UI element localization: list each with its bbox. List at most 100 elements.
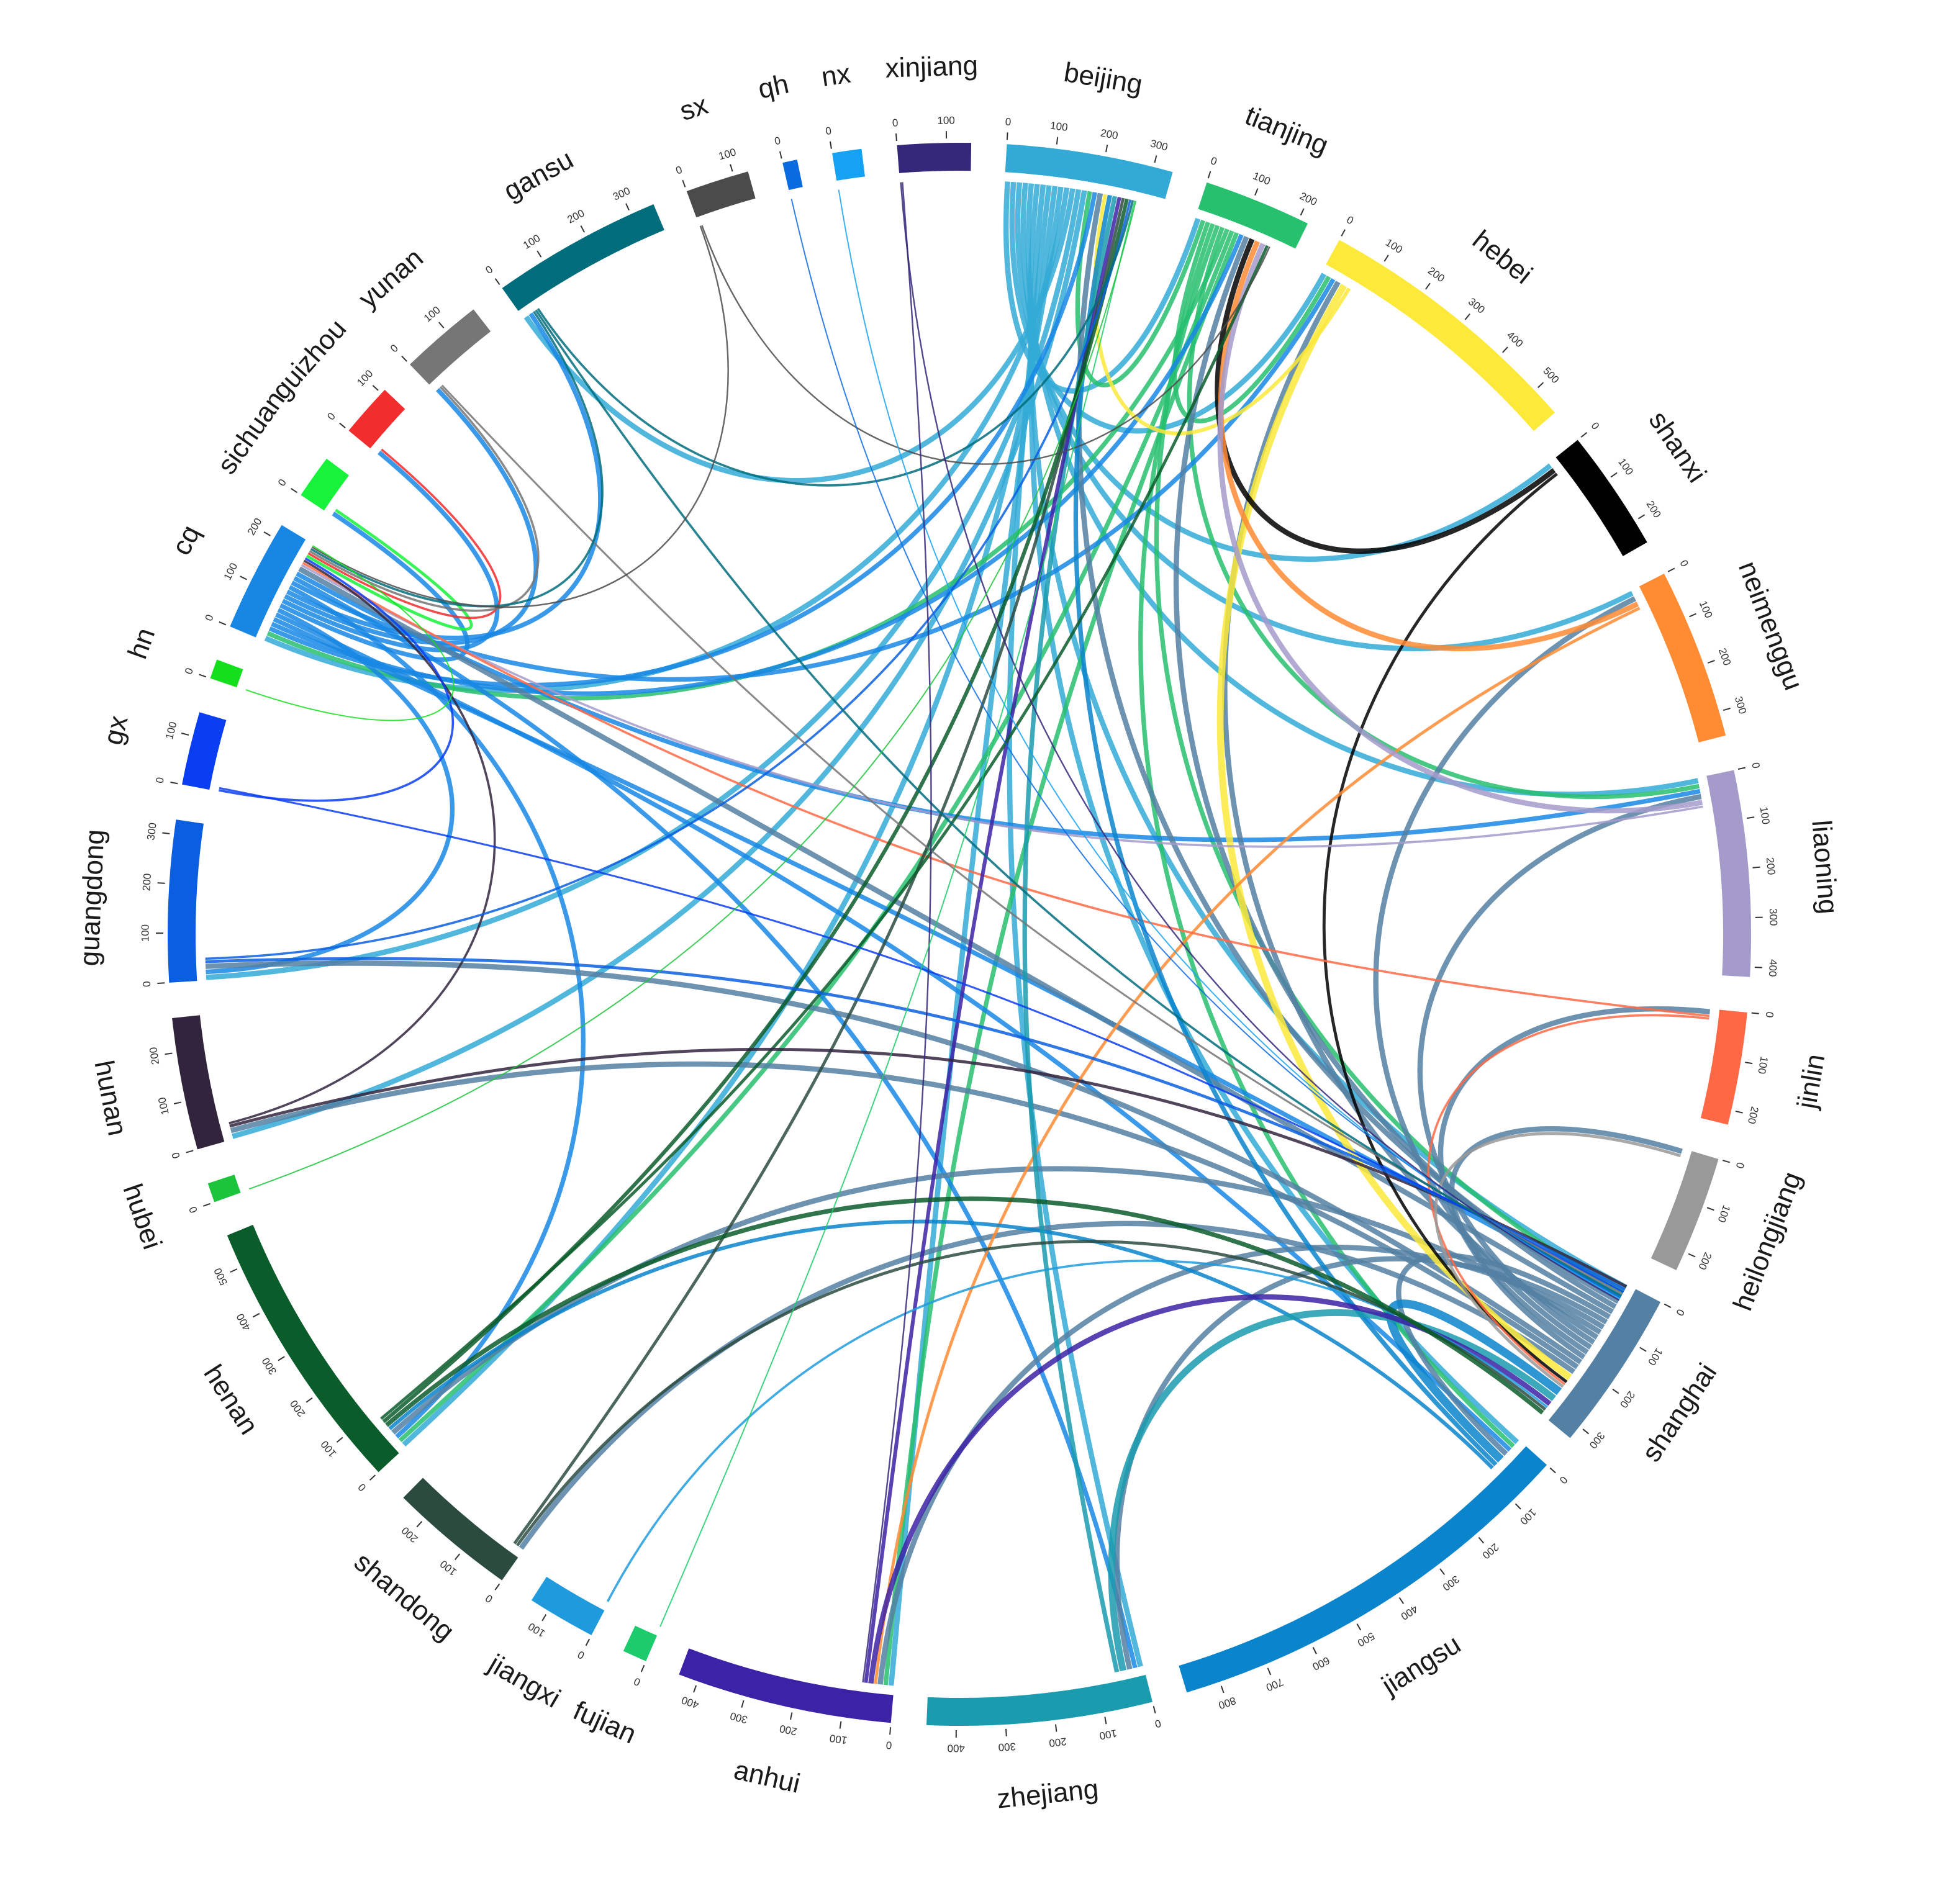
tick-label: 200 bbox=[1716, 646, 1734, 667]
arc-shandong bbox=[403, 1478, 518, 1580]
tick-label: 0 bbox=[1209, 155, 1218, 168]
node-label-hn: hn bbox=[122, 624, 161, 663]
tick-label: 400 bbox=[947, 1742, 964, 1754]
tick-label: 0 bbox=[632, 1675, 642, 1688]
tick-label: 200 bbox=[1696, 1251, 1714, 1272]
tick-mark bbox=[496, 279, 500, 285]
tick-label: 100 bbox=[1716, 1204, 1733, 1224]
tick-label: 300 bbox=[260, 1355, 279, 1376]
arc-jiangxi bbox=[532, 1577, 604, 1635]
tick-label: 0 bbox=[1734, 1161, 1747, 1170]
arc-gx bbox=[182, 712, 226, 790]
tick-label: 100 bbox=[156, 1096, 171, 1116]
label-layer: beijingtianjinghebeishanxineimengguliaon… bbox=[74, 50, 1844, 1815]
tick-label: 100 bbox=[422, 304, 443, 325]
tick-label: 100 bbox=[1755, 1055, 1770, 1075]
tick-label: 0 bbox=[892, 117, 899, 129]
tick-mark bbox=[162, 832, 170, 834]
tick-mark bbox=[186, 1150, 194, 1152]
tick-mark bbox=[439, 322, 444, 328]
tick-label: 100 bbox=[1098, 1727, 1118, 1742]
tick-mark bbox=[1221, 1686, 1224, 1693]
tick-label: 400 bbox=[1399, 1603, 1420, 1623]
tick-label: 0 bbox=[141, 981, 153, 988]
tick-mark bbox=[626, 204, 629, 210]
tick-mark bbox=[240, 576, 247, 579]
tick-mark bbox=[181, 733, 189, 735]
node-label-cq: cq bbox=[166, 520, 206, 560]
tick-mark bbox=[278, 1356, 284, 1360]
tick-label: 800 bbox=[1217, 1694, 1238, 1711]
tick-label: 100 bbox=[521, 232, 542, 251]
tick-mark bbox=[1007, 132, 1008, 140]
tick-label: 300 bbox=[1767, 908, 1780, 926]
tick-mark bbox=[170, 782, 178, 783]
tick-mark bbox=[1664, 1304, 1671, 1308]
node-label-heilongjiang: heilongjiang bbox=[1727, 1168, 1808, 1315]
tick-mark bbox=[1105, 1717, 1106, 1724]
node-label-jiangsu: jiangsu bbox=[1375, 1629, 1466, 1702]
arc-gansu bbox=[502, 204, 664, 311]
tick-label: 200 bbox=[1048, 1735, 1067, 1749]
tick-mark bbox=[1440, 1569, 1444, 1575]
tick-mark bbox=[1478, 1538, 1483, 1543]
tick-label: 0 bbox=[187, 1205, 200, 1214]
tick-label: 0 bbox=[483, 263, 495, 276]
tick-mark bbox=[1752, 1013, 1759, 1014]
tick-mark bbox=[1538, 382, 1544, 387]
tick-mark bbox=[1738, 768, 1746, 769]
tick-mark bbox=[1550, 1468, 1555, 1473]
tick-mark bbox=[1688, 1254, 1695, 1257]
tick-mark bbox=[1668, 568, 1675, 571]
tick-mark bbox=[219, 622, 226, 625]
tick-mark bbox=[896, 133, 897, 141]
arc-jiangsu bbox=[1179, 1446, 1547, 1693]
tick-mark bbox=[417, 1522, 422, 1527]
node-label-qh: qh bbox=[755, 68, 791, 104]
tick-label: 100 bbox=[438, 1558, 459, 1578]
tick-mark bbox=[306, 1398, 312, 1402]
tick-mark bbox=[1154, 156, 1156, 163]
tick-label: 100 bbox=[1383, 237, 1405, 256]
tick-label: 500 bbox=[212, 1266, 230, 1287]
tick-mark bbox=[1753, 867, 1760, 868]
tick-mark bbox=[1255, 189, 1257, 196]
tick-mark bbox=[165, 1054, 173, 1055]
arc-xinjiang bbox=[897, 143, 971, 173]
tick-label: 300 bbox=[145, 822, 158, 841]
tick-mark bbox=[641, 1665, 645, 1672]
node-label-hebei: hebei bbox=[1467, 225, 1538, 291]
node-label-hunan: hunan bbox=[88, 1058, 132, 1138]
ribbon-layer bbox=[206, 181, 1710, 1685]
arc-anhui bbox=[679, 1648, 893, 1723]
tick-label: 200 bbox=[1426, 264, 1447, 284]
tick-mark bbox=[1516, 1504, 1521, 1509]
node-label-shanxi: shanxi bbox=[1643, 406, 1713, 489]
tick-mark bbox=[1208, 171, 1211, 178]
node-label-fujian: fujian bbox=[569, 1695, 641, 1750]
tick-label: 0 bbox=[1677, 558, 1690, 569]
arc-guizhou bbox=[348, 390, 405, 448]
node-label-henan: henan bbox=[197, 1360, 264, 1440]
arc-henan bbox=[227, 1225, 399, 1472]
tick-mark bbox=[1723, 1160, 1730, 1162]
tick-mark bbox=[780, 151, 782, 159]
tick-mark bbox=[1581, 433, 1587, 437]
tick-mark bbox=[1301, 209, 1304, 215]
tick-label: 300 bbox=[1149, 137, 1169, 153]
arc-zhejiang bbox=[926, 1675, 1152, 1726]
node-label-gansu: gansu bbox=[499, 144, 579, 207]
tick-label: 100 bbox=[139, 924, 151, 942]
tick-label: 100 bbox=[717, 146, 738, 162]
tick-label: 400 bbox=[680, 1694, 700, 1711]
tick-mark bbox=[1400, 1597, 1404, 1604]
tick-label: 100 bbox=[829, 1732, 848, 1746]
tick-mark bbox=[1689, 614, 1696, 617]
tick-label: 200 bbox=[1480, 1541, 1501, 1561]
tick-label: 0 bbox=[1749, 761, 1762, 769]
tick-label: 0 bbox=[773, 135, 781, 148]
tick-mark bbox=[1341, 230, 1345, 237]
tick-mark bbox=[291, 489, 297, 493]
tick-label: 300 bbox=[998, 1740, 1016, 1753]
tick-label: 100 bbox=[319, 1438, 339, 1460]
